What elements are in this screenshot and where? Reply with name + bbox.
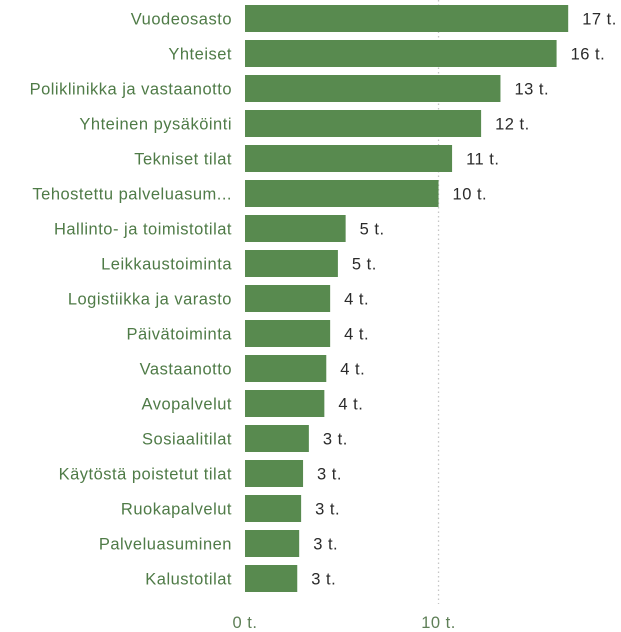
bar-1: [245, 5, 569, 32]
data-label-4: 12 t.: [495, 115, 530, 133]
bar-8: [245, 250, 338, 277]
category-label-10: Päivätoiminta: [126, 325, 232, 343]
category-label-6: Tehostettu palveluasum...: [32, 185, 232, 203]
x-tick-label-1: 0 t.: [233, 614, 258, 632]
category-label-15: Ruokapalvelut: [121, 500, 232, 518]
bar-6: [245, 180, 439, 207]
category-label-8: Leikkaustoiminta: [101, 255, 232, 273]
data-label-14: 3 t.: [317, 465, 342, 483]
bar-12: [245, 390, 325, 417]
category-label-5: Tekniset tilat: [134, 150, 232, 168]
data-label-13: 3 t.: [323, 430, 348, 448]
bar-2: [245, 40, 557, 67]
data-label-1: 17 t.: [582, 10, 617, 28]
category-label-2: Yhteiset: [168, 45, 232, 63]
bar-3: [245, 75, 501, 102]
bar-7: [245, 215, 346, 242]
data-label-7: 5 t.: [360, 220, 385, 238]
data-label-15: 3 t.: [315, 500, 340, 518]
data-label-17: 3 t.: [311, 570, 336, 588]
data-label-12: 4 t.: [338, 395, 363, 413]
category-label-14: Käytöstä poistetut tilat: [59, 465, 232, 483]
data-label-10: 4 t.: [344, 325, 369, 343]
bar-13: [245, 425, 309, 452]
data-label-8: 5 t.: [352, 255, 377, 273]
category-label-17: Kalustotilat: [145, 570, 232, 588]
bar-14: [245, 460, 304, 487]
category-label-1: Vuodeosasto: [131, 10, 232, 28]
category-label-9: Logistiikka ja varasto: [68, 290, 232, 308]
bar-5: [245, 145, 453, 172]
x-tick-label-2: 10 t.: [421, 614, 456, 632]
data-label-6: 10 t.: [453, 185, 488, 203]
category-label-4: Yhteinen pysäköinti: [79, 115, 232, 133]
data-label-9: 4 t.: [344, 290, 369, 308]
category-label-12: Avopalvelut: [141, 395, 232, 413]
data-label-2: 16 t.: [571, 45, 606, 63]
category-label-16: Palveluasuminen: [99, 535, 232, 553]
category-label-13: Sosiaalitilat: [142, 430, 232, 448]
bar-15: [245, 495, 302, 522]
bar-9: [245, 285, 331, 312]
category-label-3: Poliklinikka ja vastaanotto: [30, 80, 232, 98]
data-label-16: 3 t.: [313, 535, 338, 553]
data-label-5: 11 t.: [466, 150, 499, 168]
bar-10: [245, 320, 331, 347]
category-label-7: Hallinto- ja toimistotilat: [54, 220, 232, 238]
bar-4: [245, 110, 482, 137]
bar-17: [245, 565, 298, 592]
bar-16: [245, 530, 300, 557]
data-label-11: 4 t.: [340, 360, 365, 378]
data-label-3: 13 t.: [514, 80, 549, 98]
bar-11: [245, 355, 327, 382]
category-label-11: Vastaanotto: [140, 360, 232, 378]
